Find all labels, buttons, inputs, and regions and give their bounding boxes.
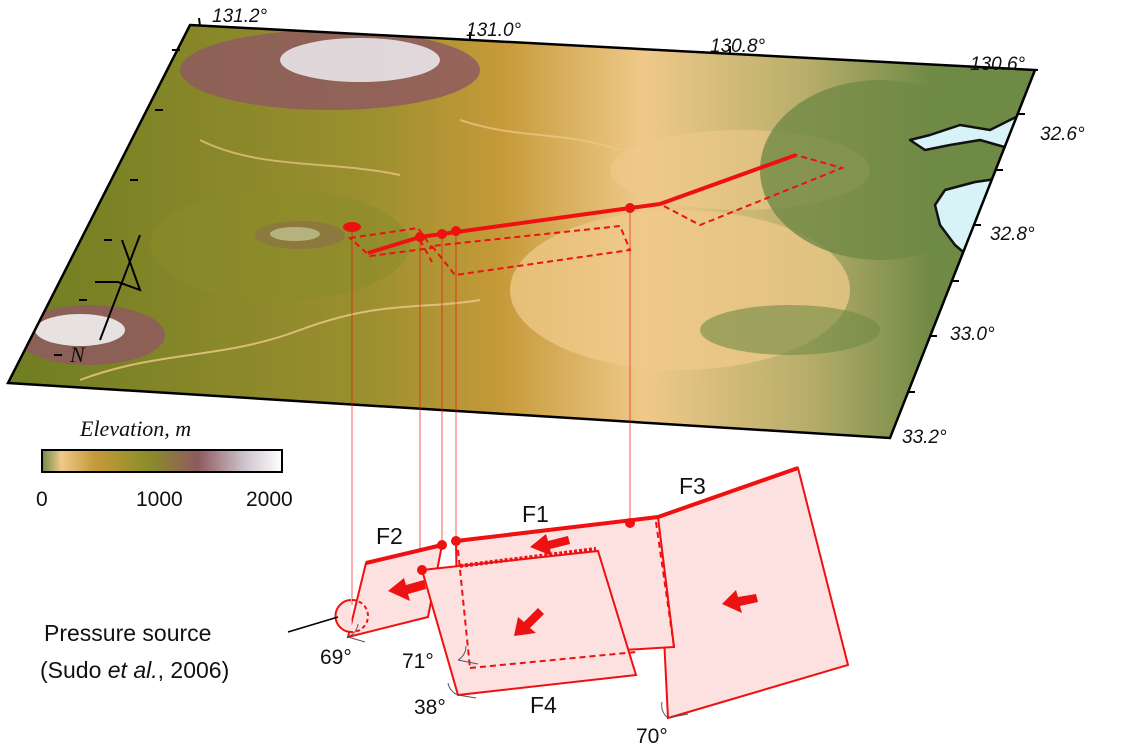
- fault-junctions-map: [343, 203, 635, 242]
- slip-arrows: [388, 534, 758, 636]
- pressure-source-marker: [287, 599, 369, 634]
- colorbar-title: Elevation, m: [79, 416, 191, 441]
- projection-lines: [351, 211, 631, 605]
- lat-label-33-0: 33.0°: [950, 324, 995, 345]
- fault-top-traces: [365, 466, 799, 565]
- north-arrow-icon: [95, 234, 142, 341]
- lon-label-131-2: 131.2°: [212, 6, 268, 27]
- slip-arrow-f3-icon: [722, 590, 758, 613]
- fault-label-f4: F4: [530, 692, 557, 718]
- fault-label-f3: F3: [679, 473, 706, 499]
- colorbar-tick-0: 0: [36, 488, 48, 511]
- lon-label-130-6: 130.6°: [970, 54, 1026, 75]
- fault-label-f1: F1: [522, 501, 549, 527]
- lat-label-32-8: 32.8°: [990, 224, 1035, 245]
- map-frame: [6, 23, 1037, 440]
- north-label: N: [69, 342, 86, 367]
- pressure-source-citation: (Sudo et al., 2006): [40, 657, 229, 683]
- dip-angle-arcs: [347, 623, 689, 719]
- fault-junctions: [417, 518, 635, 575]
- slip-arrow-f4-icon: [514, 608, 544, 636]
- elevation-map: 131.2° 131.0° 130.8° 130.6° 32.6° 32.8° …: [6, 6, 1085, 448]
- lat-label-33-2: 33.2°: [902, 427, 947, 448]
- lon-label-130-8: 130.8°: [710, 36, 766, 57]
- slip-arrow-f1-icon: [530, 534, 570, 556]
- dip-label-f3: 70°: [636, 725, 668, 748]
- colorbar-ramp: [41, 449, 283, 473]
- fault-planes: [346, 466, 850, 720]
- fault-traces-map: [347, 153, 846, 277]
- slip-arrow-f2-icon: [388, 578, 426, 601]
- frame-ticks: [54, 17, 1038, 393]
- colorbar-tick-1000: 1000: [136, 488, 183, 511]
- pressure-source-map-marker: [343, 222, 361, 232]
- dip-label-f1: 71°: [402, 650, 434, 673]
- dip-label-f4: 38°: [414, 696, 446, 719]
- fault-hidden-edges: [457, 521, 675, 669]
- pressure-source-label: Pressure source: [44, 620, 211, 646]
- lon-label-131-0: 131.0°: [466, 20, 522, 41]
- fault-label-f2: F2: [376, 523, 403, 549]
- colorbar: Elevation, m 0 1000 2000: [36, 416, 293, 511]
- lat-label-32-6: 32.6°: [1040, 124, 1085, 145]
- f1-dotted-top-edge: [459, 547, 597, 568]
- colorbar-tick-2000: 2000: [246, 488, 293, 511]
- dip-label-f2: 69°: [320, 646, 352, 669]
